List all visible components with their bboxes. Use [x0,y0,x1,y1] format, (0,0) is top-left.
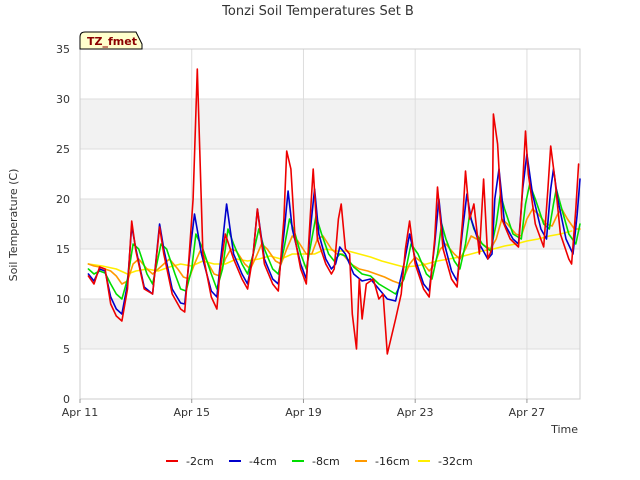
plot-band [80,49,580,99]
y-axis-label: Soil Temperature (C) [7,169,20,282]
legend-label: -2cm [186,455,214,468]
y-tick-label: 30 [56,93,70,106]
x-tick-label: Apr 23 [397,406,434,419]
plot-band [80,99,580,149]
x-tick-label: Apr 11 [62,406,99,419]
plot-background [80,49,580,399]
y-tick-label: 15 [56,243,70,256]
y-tick-label: 10 [56,293,70,306]
legend-label: -4cm [249,455,277,468]
y-tick-label: 0 [63,393,70,406]
plot-band [80,249,580,299]
y-tick-label: 5 [63,343,70,356]
y-tick-label: 20 [56,193,70,206]
y-axis-ticks: 0 5 10 15 20 25 30 35 [56,43,70,406]
station-badge: TZ_fmet [79,31,143,50]
legend-label: -16cm [375,455,410,468]
y-tick-label: 35 [56,43,70,56]
chart-title: Tonzi Soil Temperatures Set B [221,4,414,19]
plot-band [80,349,580,399]
plot-band [80,299,580,349]
y-tick-label: 25 [56,143,70,156]
x-axis-label: Time [550,423,578,436]
x-tick-label: Apr 19 [285,406,322,419]
data-lines [87,68,581,355]
legend-label: -32cm [438,455,473,468]
station-badge-shape [79,31,143,50]
x-tick-label: Apr 27 [509,406,546,419]
legend: -2cm -4cm -8cm -16cm -32cm [166,455,473,468]
x-tick-label: Apr 15 [173,406,210,419]
plot-band [80,149,580,199]
series-line-2cm [87,68,580,355]
station-label: TZ_fmet [87,35,137,48]
x-axis-ticks: Apr 11 Apr 15 Apr 19 Apr 23 Apr 27 [62,399,545,419]
legend-label: -8cm [312,455,340,468]
